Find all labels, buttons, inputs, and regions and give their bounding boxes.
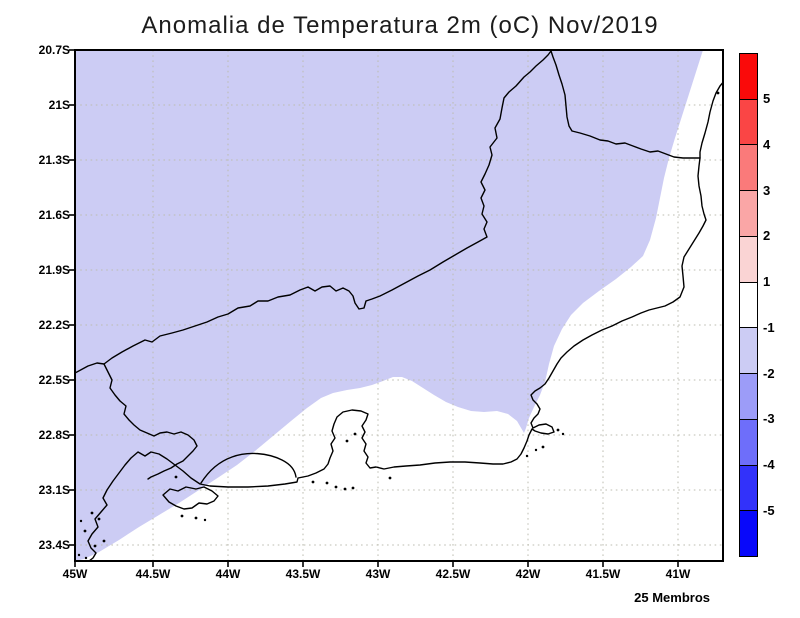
colorbar-segment — [740, 418, 757, 465]
state-border-north-line — [75, 50, 701, 374]
colorbar-tick-label: 3 — [763, 183, 771, 198]
lon-tick-label: 42W — [515, 567, 541, 581]
lon-tick-label: 44W — [215, 567, 241, 581]
colorbar — [739, 53, 758, 557]
colorbar-segment — [740, 54, 757, 99]
colorbar-segment — [740, 190, 757, 236]
lat-tick-label: 22.2S — [38, 318, 70, 332]
lat-tick-label: 20.7S — [38, 43, 70, 57]
lon-tick-label: 42.5W — [435, 567, 471, 581]
lat-tick-label: 21.9S — [38, 263, 70, 277]
colorbar-tick-label: 1 — [763, 274, 771, 289]
colorbar-tick-label: -2 — [763, 366, 775, 381]
colorbar-tick-label: 2 — [763, 228, 771, 243]
colorbar-tick-label: 5 — [763, 91, 771, 106]
colorbar-tick-label: -3 — [763, 411, 775, 426]
lon-tick-label: 43W — [365, 567, 391, 581]
lat-tick-label: 23.1S — [38, 483, 70, 497]
lon-tick-label: 41W — [665, 567, 691, 581]
colorbar-segment — [740, 327, 757, 374]
page-title: Anomalia de Temperatura 2m (oC) Nov/2019 — [141, 12, 659, 39]
coastline-path — [87, 81, 723, 561]
colorbar-segment — [740, 510, 757, 557]
colorbar-segment — [740, 464, 757, 511]
anomaly-shade-region — [75, 50, 703, 561]
colorbar-tick-label: -4 — [763, 457, 775, 472]
members-annotation: 25 Membros — [634, 590, 710, 605]
colorbar-tick-label: -1 — [763, 320, 775, 335]
lat-tick-label: 22.8S — [38, 428, 70, 442]
lon-tick-label: 44.5W — [135, 567, 171, 581]
colorbar-segment — [740, 98, 757, 145]
axis-ticks — [69, 49, 679, 567]
colorbar-segment — [740, 281, 757, 328]
colorbar-tick-label: 4 — [763, 137, 771, 152]
colorbar-tick-label: -5 — [763, 503, 775, 518]
colorbar-segment — [740, 373, 757, 419]
lat-tick-label: 22.5S — [38, 373, 70, 387]
lat-tick-label: 21.3S — [38, 153, 70, 167]
lat-tick-label: 23.4S — [38, 538, 70, 552]
lon-tick-label: 41.5W — [585, 567, 621, 581]
lat-tick-label: 21S — [48, 98, 70, 112]
lon-tick-label: 43.5W — [285, 567, 321, 581]
plot-frame — [74, 49, 724, 562]
ilha-grande-outline — [162, 486, 219, 510]
colorbar-segment — [740, 235, 757, 282]
graticule — [75, 50, 723, 561]
island-dots — [77, 91, 720, 560]
colorbar-segment — [740, 144, 757, 191]
lat-tick-label: 21.6S — [38, 208, 70, 222]
lon-tick-label: 45W — [62, 567, 88, 581]
sepetiba-bay-shoreline — [200, 452, 297, 484]
